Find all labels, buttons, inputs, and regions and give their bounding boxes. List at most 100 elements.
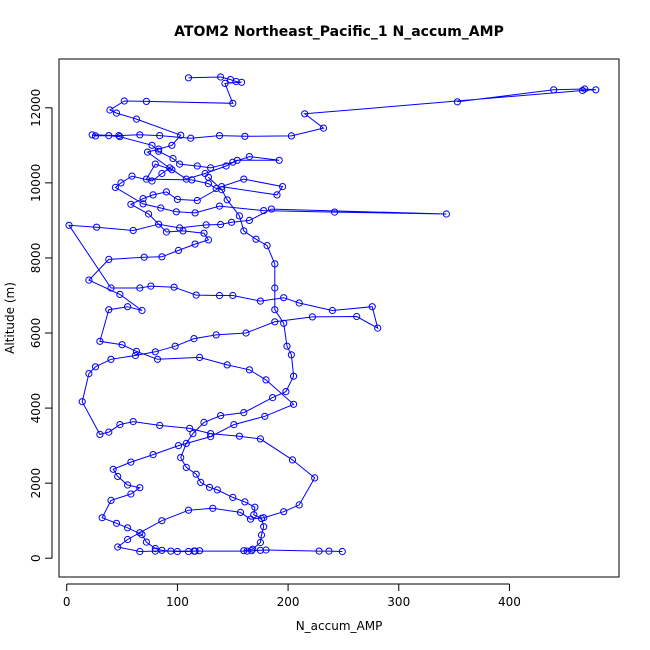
data-point [112,519,121,527]
data-point [124,481,132,489]
data-point [257,514,266,523]
data-point [241,498,249,506]
data-point [261,412,269,420]
data-point [249,545,257,553]
data-point [229,493,237,501]
data-point [182,439,190,447]
data-point [374,324,382,332]
data-point [151,547,159,555]
data-point [184,74,193,82]
data-point [127,490,135,498]
data-point [192,291,200,299]
data-point [176,224,184,232]
data-point [105,306,113,314]
data-point [271,260,279,268]
data-point [142,97,150,106]
data-point [112,109,121,117]
data-point [136,284,144,292]
data-point [116,421,124,429]
data-point [107,284,115,292]
series-2-line [68,88,596,553]
data-point [283,342,291,350]
data-point [240,227,248,235]
x-tick-label: 400 [498,595,521,609]
plot-area [65,73,600,556]
data-point [182,463,190,471]
x-axis-label: N_accum_AMP [296,619,383,633]
data-point [240,175,248,183]
data-point [196,353,204,361]
data-point [153,355,162,363]
data-point [124,524,132,532]
data-point [116,290,124,298]
data-point [105,132,113,140]
data-point [202,221,210,229]
data-point [256,297,264,305]
data-point [151,348,159,356]
data-point [116,133,124,141]
data-point [177,454,185,462]
data-point [96,430,104,438]
data-point [158,253,166,261]
y-axis-label: Altitude (m) [3,282,17,354]
y-tick-label: 12000 [29,89,43,127]
data-point [453,98,461,106]
data-point [251,503,259,511]
data-point [245,366,253,374]
data-point [118,341,126,349]
data-point [120,97,128,105]
data-point [91,363,100,371]
data-point [138,306,146,315]
data-point [78,398,86,406]
data-point [140,253,148,261]
data-point [117,179,125,187]
chart-title: ATOM2 Northeast_Pacific_1 N_accum_AMP [174,24,504,40]
data-point [114,543,122,551]
data-point [157,204,165,212]
y-tick-label: 2000 [29,468,43,499]
data-point [176,160,184,168]
data-point [331,208,339,216]
data-point [232,77,240,86]
data-point [177,131,185,139]
data-point [127,200,135,208]
data-point [279,183,287,191]
data-point [96,337,104,345]
data-point [328,306,336,315]
data-point [136,547,144,556]
data-point [191,209,199,217]
data-point [295,299,303,307]
data-point [217,220,225,229]
data-point [241,132,249,140]
data-point [85,370,93,378]
data-point [223,361,231,369]
data-point [280,294,288,302]
data-point [223,196,231,204]
data-point [128,172,136,180]
data-point [252,235,260,243]
data-point [186,424,194,432]
data-point [129,418,137,426]
data-point [213,486,221,494]
data-point [235,432,243,440]
data-point [271,318,279,326]
data-point [169,154,177,163]
data-point [171,342,179,350]
data-point [204,173,212,181]
data-point [269,394,277,402]
data-point [256,435,264,443]
data-point [442,210,450,218]
data-point [197,478,205,486]
data-point [136,484,144,492]
data-point [229,99,237,107]
y-tick-label: 4000 [29,393,43,424]
data-point [257,531,266,539]
data-point [212,331,220,339]
data-point [132,115,141,123]
data-point [550,86,558,94]
data-point [290,400,298,408]
data-point [242,329,250,337]
data-point [245,153,253,161]
data-point [193,162,201,170]
